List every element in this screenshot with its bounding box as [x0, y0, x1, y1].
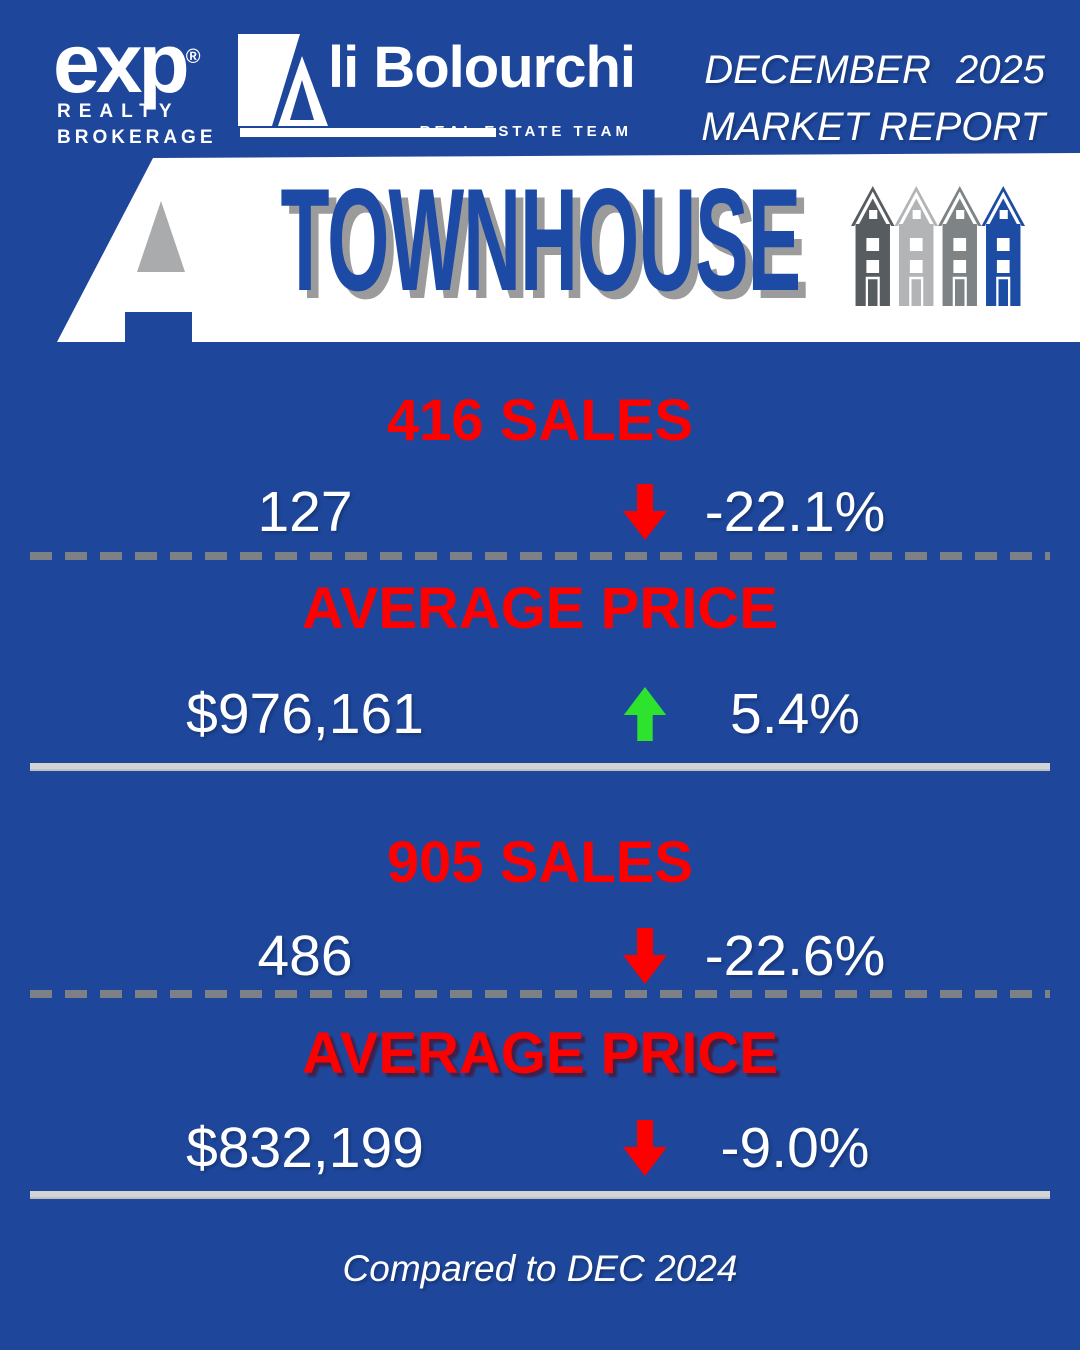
- comparison-note: Compared to DEC 2024: [342, 1248, 738, 1289]
- ali-logo-a-mark-icon: [238, 34, 328, 126]
- ali-bolourchi-logo: li Bolourchi REAL ESTATE TEAM: [238, 32, 638, 142]
- exp-logo-brokerage-label: BROKERAGE: [57, 127, 217, 149]
- exp-logo-wordmark: exp®: [53, 16, 201, 110]
- sales-change-1: -22.1%: [704, 479, 886, 544]
- avg-price-value-1: $976,161: [186, 681, 424, 746]
- up-arrow-icon: [590, 687, 700, 741]
- banner-a-triangle: [137, 201, 185, 272]
- header: exp® REALTY BROKERAGE li Bolourchi REAL …: [0, 0, 1080, 150]
- avg-price-change-2: -9.0%: [720, 1115, 870, 1180]
- dashed-divider-1: [30, 552, 1050, 560]
- down-arrow-icon: [590, 1120, 700, 1176]
- sales-row-1: 127 -22.1%: [0, 482, 1080, 542]
- sales-change-2: -22.6%: [704, 923, 886, 988]
- townhouse-banner: TOWNHOUSE: [0, 149, 1080, 345]
- sales-count-2: 486: [257, 923, 353, 988]
- exp-realty-logo: exp® REALTY BROKERAGE: [53, 16, 223, 149]
- exp-logo-realty-label: REALTY: [57, 101, 180, 123]
- sales-row-2: 486 -22.6%: [0, 926, 1080, 986]
- solid-divider-2: [30, 1191, 1050, 1199]
- banner-band-shape: [57, 153, 1080, 342]
- avg-price-title-2: AVERAGE PRICE: [302, 1021, 778, 1086]
- report-period: DECEMBER 2025 MARKET REPORT: [701, 42, 1045, 156]
- down-arrow-icon: [590, 484, 700, 540]
- sales-count-1: 127: [257, 479, 353, 544]
- ali-logo-name: li Bolourchi: [328, 35, 636, 100]
- townhouses-icon: [851, 186, 1025, 306]
- ali-logo-underline-bar: [240, 128, 496, 137]
- report-month-year: DECEMBER 2025: [704, 48, 1045, 92]
- avg-price-value-2: $832,199: [186, 1115, 424, 1180]
- avg-price-row-1: $976,161 5.4%: [0, 684, 1080, 744]
- banner-title: TOWNHOUSE: [280, 158, 801, 321]
- solid-divider-1: [30, 763, 1050, 771]
- avg-price-change-1: 5.4%: [730, 681, 860, 746]
- avg-price-title-1: AVERAGE PRICE: [302, 576, 778, 641]
- sales-title-1: 416 SALES: [386, 388, 694, 453]
- dashed-divider-2: [30, 990, 1050, 998]
- report-title: MARKET REPORT: [701, 104, 1045, 149]
- sales-title-2: 905 SALES: [386, 830, 694, 895]
- registered-mark-icon: ®: [185, 46, 201, 68]
- avg-price-row-2: $832,199 -9.0%: [0, 1118, 1080, 1178]
- banner-a-notch: [125, 312, 192, 342]
- ali-logo-subtitle: REAL ESTATE TEAM: [419, 123, 632, 140]
- down-arrow-icon: [590, 928, 700, 984]
